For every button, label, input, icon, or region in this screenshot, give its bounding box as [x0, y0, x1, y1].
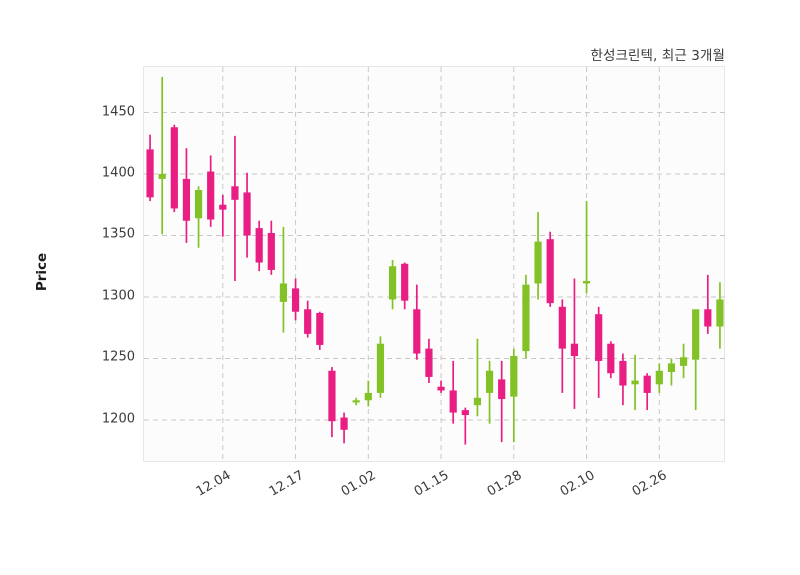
candle-body	[279, 283, 288, 302]
candle-body	[340, 417, 348, 430]
candle-body	[194, 189, 203, 219]
candle-body	[570, 343, 579, 357]
y-axis-tick-label: 1350	[101, 226, 135, 242]
candle-body	[255, 228, 263, 263]
candle-body	[291, 288, 300, 312]
candle-body	[679, 357, 688, 366]
candle-body	[437, 386, 445, 391]
candle-body	[170, 127, 178, 209]
candle-body	[558, 306, 566, 349]
candle-body	[704, 309, 712, 327]
candle-body	[619, 360, 627, 386]
candle-body	[607, 343, 615, 374]
x-axis-tick-label: 01.28	[484, 468, 525, 500]
candle-body	[485, 370, 494, 393]
x-axis-tick-label: 02.10	[557, 468, 598, 500]
candle-body	[643, 375, 651, 393]
x-axis-tick-label: 01.15	[411, 468, 452, 500]
candlestick-plot-svg	[144, 67, 726, 463]
candle-body	[498, 379, 506, 400]
candle-body	[388, 266, 397, 300]
x-axis-tick-label: 02.26	[630, 468, 670, 500]
y-axis-tick-labels: 1200 1250 1300 1350 1400 1450	[60, 0, 135, 575]
y-axis-tick-label: 1300	[101, 288, 135, 304]
x-axis-tick-label: 01.02	[339, 468, 379, 500]
candle-body	[631, 380, 639, 385]
x-axis-tick-label: 12.17	[266, 468, 307, 500]
x-axis-tick-label: 12.04	[193, 468, 234, 500]
candle-body	[425, 348, 433, 377]
candle-body	[582, 280, 591, 284]
candle-body	[352, 400, 360, 403]
candle-body	[413, 309, 421, 354]
candle-body	[328, 370, 336, 422]
candle-body	[692, 309, 700, 360]
candle-body	[534, 241, 542, 284]
y-axis-tick-label: 1450	[101, 104, 135, 119]
chart-title: 한성크린텍, 최근 3개월	[590, 48, 725, 64]
candle-body	[716, 299, 724, 327]
candle-body	[546, 239, 554, 304]
candle-body	[243, 192, 251, 236]
candle-body	[158, 173, 166, 179]
y-axis-label: Price	[34, 252, 50, 292]
candle-body	[461, 410, 469, 416]
candle-body	[316, 312, 324, 345]
candle-body	[267, 233, 275, 270]
candle-body	[304, 309, 312, 334]
candle-series	[146, 76, 724, 445]
candle-body	[667, 363, 676, 372]
candle-body	[401, 263, 409, 301]
candle-body	[473, 397, 482, 406]
candle-body	[364, 392, 372, 401]
candle-body	[376, 343, 385, 393]
candle-body	[595, 314, 603, 361]
y-axis-tick-label: 1400	[101, 165, 135, 181]
gridlines	[144, 67, 726, 463]
candle-body	[449, 390, 457, 413]
candle-body	[219, 204, 227, 210]
y-axis-tick-label: 1200	[101, 411, 135, 427]
candle-body	[510, 356, 518, 397]
candle-body	[655, 370, 663, 385]
candle-body	[231, 186, 239, 200]
candle-body	[522, 284, 530, 352]
plot-area	[143, 66, 726, 463]
candle-body	[207, 171, 215, 220]
candle-body	[146, 149, 154, 198]
y-axis-tick-label: 1250	[101, 349, 135, 365]
candle-body	[182, 178, 191, 221]
